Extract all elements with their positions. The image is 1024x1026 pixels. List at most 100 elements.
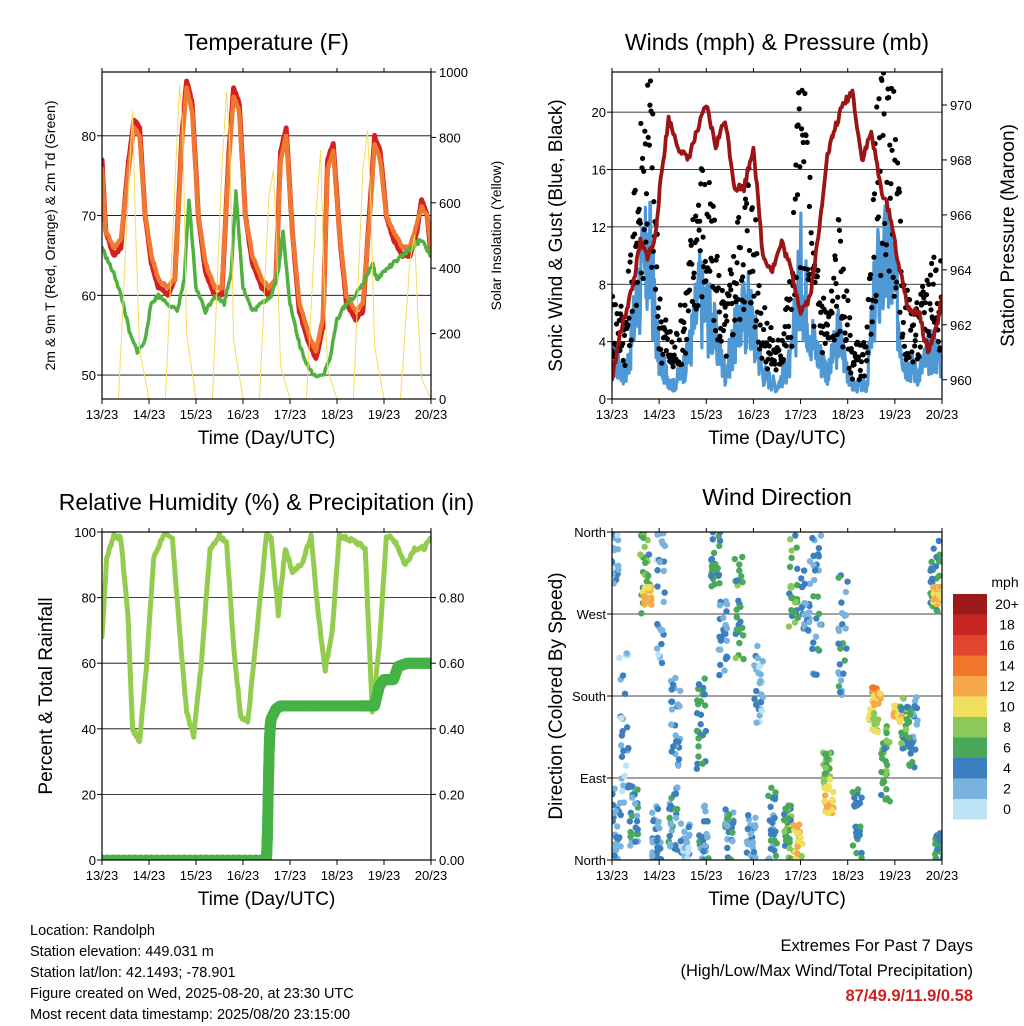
- direction-x-tick-label: 16/23: [737, 868, 770, 883]
- direction-point: [840, 670, 847, 677]
- winds-gust-point: [891, 293, 897, 299]
- winds-gust-point: [912, 343, 918, 349]
- direction-point: [658, 659, 666, 667]
- winds-gust-point: [716, 309, 723, 315]
- winds-gust-point: [629, 308, 635, 314]
- direction-point: [632, 838, 639, 845]
- direction-point: [731, 555, 739, 563]
- direction-point: [784, 815, 791, 822]
- direction-point: [797, 834, 804, 842]
- direction-x-tick-label: 19/23: [879, 868, 912, 883]
- winds-gust-point: [887, 195, 893, 201]
- direction-point: [675, 738, 682, 745]
- winds-gust-point: [929, 260, 935, 267]
- direction-point: [612, 846, 618, 854]
- direction-point: [633, 812, 641, 820]
- winds-gust-point: [759, 355, 765, 361]
- winds-gust-point: [725, 301, 731, 307]
- winds-gust-point: [621, 332, 628, 339]
- winds-gust-point: [906, 354, 912, 360]
- direction-point: [898, 740, 905, 747]
- winds-gust-point: [867, 272, 874, 278]
- direction-point: [744, 825, 751, 833]
- temperature-solar-insolation-line: [102, 84, 431, 399]
- winds-gust-point: [641, 168, 647, 174]
- direction-point: [700, 818, 708, 825]
- winds-gust-point: [820, 295, 827, 301]
- direction-point: [938, 595, 942, 602]
- direction-point: [902, 726, 910, 733]
- direction-point: [752, 823, 759, 831]
- direction-point: [658, 640, 665, 648]
- direction-point: [660, 567, 668, 575]
- winds-gust-point: [882, 220, 888, 227]
- winds-gust-point: [790, 209, 797, 216]
- direction-point: [697, 721, 704, 728]
- winds-gust-point: [647, 78, 654, 84]
- direction-point: [786, 836, 793, 843]
- direction-point: [906, 734, 913, 742]
- winds-gust-point: [667, 329, 673, 335]
- direction-point: [737, 603, 744, 611]
- winds-gust-point: [638, 270, 645, 276]
- direction-point: [707, 572, 715, 580]
- direction-point: [936, 837, 942, 844]
- direction-point: [794, 850, 801, 857]
- winds-gust-point: [912, 338, 918, 344]
- winds-gust-point: [669, 339, 675, 345]
- winds-y-tick-label: 0: [599, 392, 606, 407]
- direction-x-tick-label: 20/23: [926, 868, 959, 883]
- direction-point: [666, 841, 674, 848]
- direction-point: [836, 661, 844, 668]
- direction-point: [676, 703, 683, 710]
- direction-colorbar-label: 0: [1003, 801, 1011, 817]
- direction-point: [749, 839, 757, 846]
- direction-point: [792, 598, 799, 606]
- direction-point: [939, 855, 942, 860]
- direction-point: [822, 764, 829, 772]
- winds-gust-point: [840, 266, 846, 272]
- direction-point: [695, 753, 702, 760]
- direction-point: [897, 716, 904, 724]
- winds-gust-point: [933, 267, 939, 273]
- winds-gust-point: [926, 332, 932, 338]
- direction-point: [826, 776, 834, 783]
- winds-gust-point: [890, 274, 896, 280]
- winds-gust-point: [833, 280, 839, 287]
- winds-gust-point: [788, 334, 794, 340]
- winds-gust-point: [914, 300, 920, 306]
- direction-point: [654, 532, 661, 538]
- direction-point: [667, 802, 674, 810]
- temperature-y-tick-label: 50: [82, 368, 96, 383]
- direction-point: [672, 732, 679, 739]
- direction-point: [722, 655, 730, 663]
- direction-point: [843, 645, 850, 652]
- winds-gust-point: [644, 221, 650, 227]
- winds-gust-point: [796, 106, 802, 112]
- temperature-x-tick-label: 16/23: [227, 407, 260, 422]
- direction-point: [911, 764, 918, 771]
- winds-gust-point: [768, 324, 774, 331]
- winds-gust-point: [783, 343, 789, 349]
- temperature-y2label: Solar Insolation (Yellow): [488, 161, 504, 311]
- direction-point: [697, 711, 705, 718]
- winds-gust-point: [784, 305, 790, 311]
- winds-gust-point: [752, 324, 758, 330]
- winds-y-tick-label: 16: [592, 163, 606, 178]
- winds-gust-point: [625, 268, 632, 274]
- winds-gust-point: [618, 303, 624, 309]
- winds-gust-point: [883, 57, 888, 62]
- winds-gust-point: [620, 357, 626, 363]
- direction-point: [739, 578, 746, 586]
- winds-gust-point: [829, 310, 835, 316]
- direction-point: [721, 667, 728, 674]
- direction-point: [809, 645, 816, 653]
- direction-point: [645, 572, 652, 579]
- humidity-x-tick-label: 19/23: [368, 868, 401, 883]
- winds-gust-point: [642, 141, 648, 147]
- temperature-y-tick-label: 70: [82, 209, 96, 224]
- direction-point: [814, 593, 822, 600]
- direction-point: [878, 791, 885, 799]
- direction-point: [906, 761, 913, 768]
- winds-gust-point: [612, 293, 616, 300]
